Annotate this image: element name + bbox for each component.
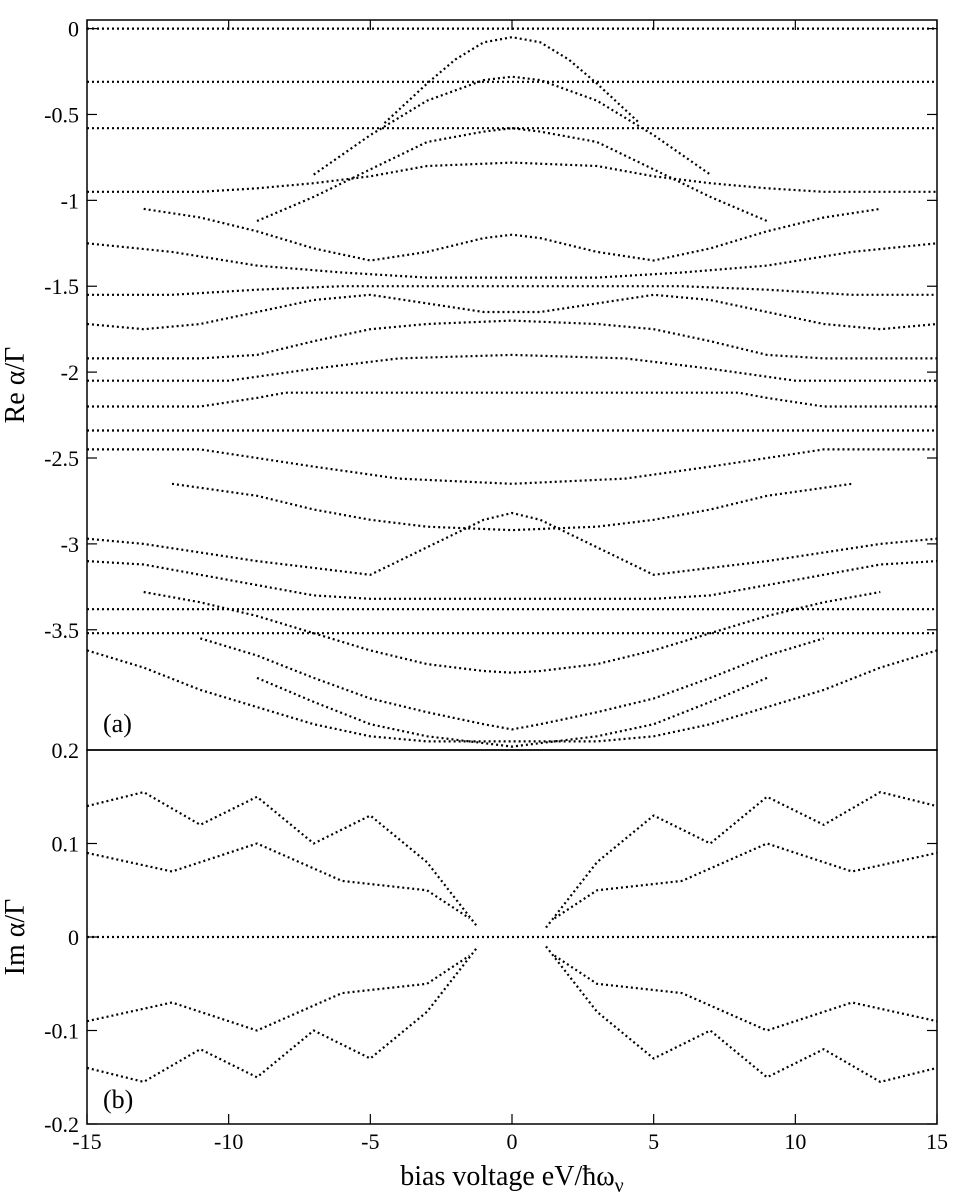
panel-a-series-13 [86,293,938,331]
panel-b-label: (b) [103,1085,133,1114]
panel-b-series [86,790,938,1084]
panel-a-y-tick-label: -2.5 [44,446,79,471]
panel-a-series-15 [87,353,937,382]
x-tick-label: 0 [507,1129,518,1154]
panel-a-series-10 [143,207,881,262]
panel-b: 0.10-0.1-0.2 -15 -10 -5 0 5 10 15 (b) Im α/Γ b… [0,20,948,1197]
panel-a-series-12 [87,285,937,296]
panel-a-series-18 [171,482,853,532]
panel-b-series-5 [86,842,471,920]
panel-b-series-7 [553,842,938,920]
x-tick-label: 15 [926,1129,948,1154]
panel-b-y-tick-label: -0.2 [44,1112,79,1137]
panel-a-y-tick-label: -1.5 [44,274,79,299]
x-tick-label: 5 [648,1129,659,1154]
panel-a-series-17 [87,448,937,485]
panel-b-y-tick-label: -0.1 [44,1019,79,1044]
panel-a-series-16 [87,391,937,408]
x-tick-label: -5 [361,1129,379,1154]
x-tick-label: -15 [72,1129,101,1154]
panel-a-y-tick-label: -3 [61,532,79,557]
panel-a-series-20 [86,560,938,600]
panel-b-y-ticks: 0.1 0 -0.1 -0.2 [44,832,937,1137]
panel-b-x-ticks: -15 -10 -5 0 5 10 15 [72,20,948,1154]
panel-a-series-22 [199,637,825,731]
x-axis-title: bias voltage eV/ħων [400,1161,623,1197]
panel-a-y-tick-label: -1 [61,188,79,213]
panel-a-bottom-tick-label: 0.2 [52,738,80,763]
panel-b-y-axis-title: Im α/Γ [0,899,31,976]
panel-b-series-2 [86,945,479,1084]
panel-a-y-axis-title: Re α/Γ [0,347,31,424]
x-axis-title-subscript: ν [615,1175,624,1197]
panel-a-series-23 [256,676,768,748]
panel-b-series-3 [545,790,938,929]
panel-a-y-tick-label: -3.5 [44,618,79,643]
panel-a-series-19 [86,511,938,576]
panel-a-series-7 [313,75,711,176]
panel-a-series-11 [86,242,938,279]
panel-a-y-tick-label: -0.5 [44,102,79,127]
panel-a-series [86,27,938,748]
panel-b-series-4 [545,945,938,1084]
panel-a-series-24 [86,649,938,743]
panel-b-series-6 [86,954,471,1032]
panel-a-y-tick-label: -2 [61,360,79,385]
panel-a-label: (a) [103,709,132,738]
panel-b-y-tick-label: 0 [68,925,79,950]
x-tick-label: 10 [784,1129,806,1154]
x-axis-title-text: bias voltage eV/ħω [400,1161,614,1192]
panel-a-series-8 [256,127,768,223]
panel-a-y-ticks: 0 -0.5 -1 -1.5 -2 -2.5 -3 -3.5 [44,17,937,643]
panel-a-series-9 [87,161,937,193]
x-tick-label: -10 [214,1129,243,1154]
panel-a-y-tick-label: 0 [68,17,79,42]
panel-a-frame [86,19,938,751]
panel-a-series-14 [87,319,937,360]
panel-b-y-tick-label: 0.1 [52,832,80,857]
panel-a-series-6 [383,36,641,124]
panel-a: 0 -0.5 -1 -1.5 -2 -2.5 -3 -3.5 0.2 (a) Re α/Γ [0,17,938,763]
panel-a-series-21 [143,590,881,674]
panel-b-series-8 [553,954,938,1032]
panel-b-series-1 [86,790,479,929]
